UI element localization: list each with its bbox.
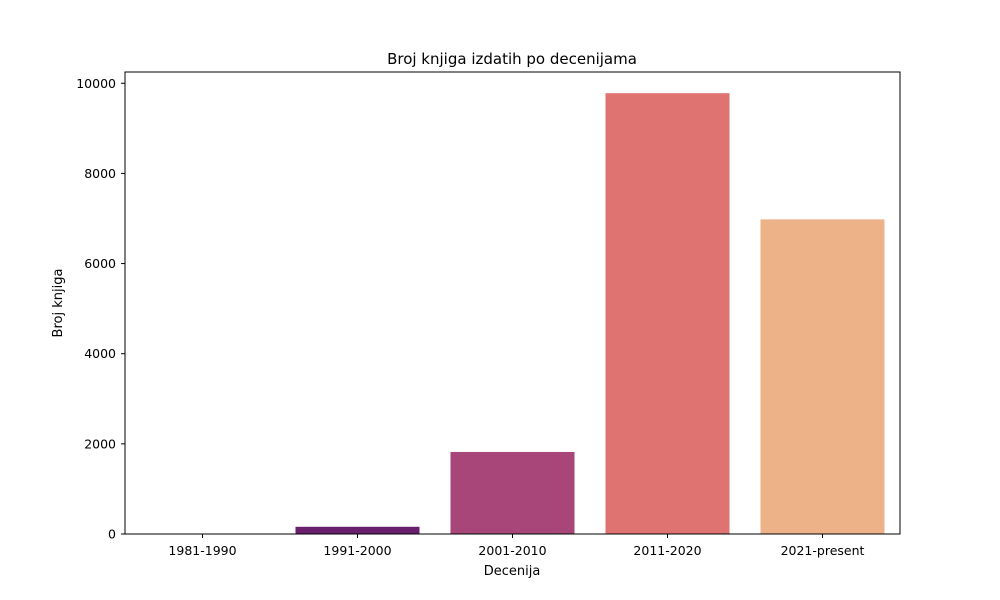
x-tick-label: 2021-present: [781, 543, 865, 558]
bar-2001-2010: [450, 451, 575, 534]
y-axis-ticks: 0 2000 4000 6000 8000 10000: [76, 76, 125, 542]
x-tick-label: 1991-2000: [323, 543, 391, 558]
y-tick-label: 4000: [84, 346, 116, 361]
y-tick-label: 0: [108, 527, 116, 542]
y-tick-label: 6000: [84, 256, 116, 271]
x-tick-label: 2001-2010: [478, 543, 546, 558]
y-axis-label: Broj knjiga: [51, 269, 66, 338]
y-tick-label: 8000: [84, 166, 116, 181]
bars-group: [140, 93, 885, 534]
chart-title: Broj knjiga izdatih po decenijama: [387, 50, 637, 68]
bar-2021-present: [760, 219, 885, 534]
x-axis-ticks: 1981-1990 1991-2000 2001-2010 2011-2020 2021…: [168, 534, 865, 558]
bar-1991-2000: [295, 526, 420, 534]
x-axis-label: Decenija: [484, 564, 541, 579]
y-tick-label: 2000: [84, 436, 116, 451]
bar-2011-2020: [605, 93, 730, 534]
y-tick-label: 10000: [76, 76, 116, 91]
x-tick-label: 2011-2020: [633, 543, 701, 558]
x-tick-label: 1981-1990: [168, 543, 236, 558]
